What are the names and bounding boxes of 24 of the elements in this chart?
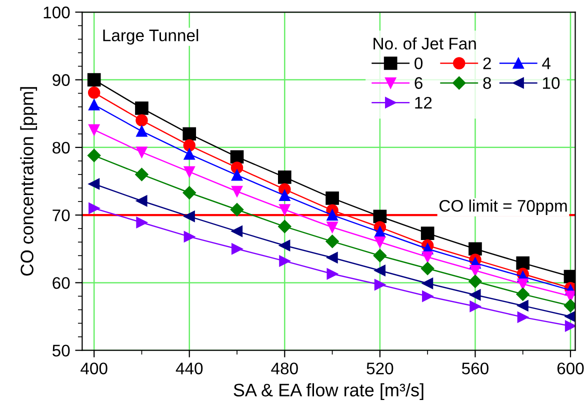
- x-tick-label: 480: [271, 362, 298, 374]
- annotation: Large Tunnel: [103, 29, 198, 45]
- x-tick-label: 520: [366, 362, 394, 374]
- x-tick-label: 400: [80, 362, 108, 374]
- x-tick-label: 600: [557, 362, 584, 374]
- legend-label: 8: [483, 77, 491, 89]
- legend-label: 4: [542, 58, 551, 70]
- legend-label: 12: [415, 96, 432, 108]
- y-tick-label: 90: [52, 74, 70, 86]
- x-tick-label: 560: [462, 362, 488, 374]
- legend-label: 6: [414, 77, 422, 89]
- y-axis-title: CO concentration [ppm]: [20, 87, 38, 276]
- legend-label: 2: [483, 57, 491, 70]
- x-axis-title: SA & EA flow rate [m³/s]: [234, 383, 424, 400]
- ref-line-label: CO limit = 70ppm: [440, 200, 567, 216]
- y-tick-label: 70: [52, 209, 70, 222]
- y-tick-label: 100: [44, 6, 70, 18]
- legend-title: No. of Jet Fan: [374, 37, 476, 50]
- y-tick-label: 80: [52, 142, 70, 154]
- legend-label: 10: [542, 77, 560, 89]
- x-tick-label: 440: [176, 362, 203, 374]
- y-tick-label: 50: [52, 344, 70, 357]
- y-tick-label: 60: [52, 277, 70, 289]
- legend-label: 0: [414, 57, 423, 70]
